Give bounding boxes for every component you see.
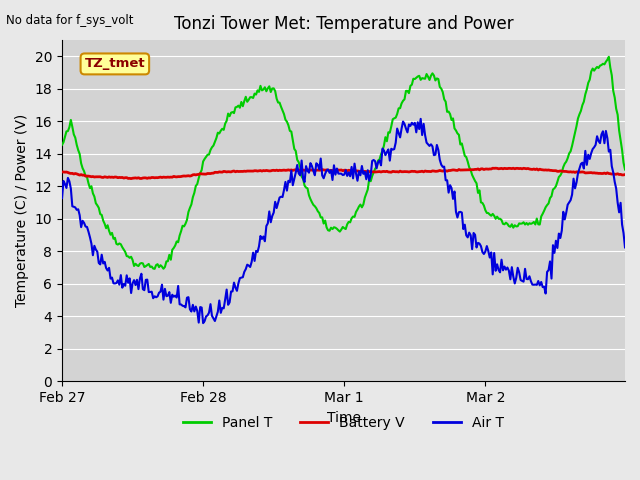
Air T — [95, 260, 102, 266]
Text: No data for f_sys_volt: No data for f_sys_volt — [6, 14, 134, 27]
Battery V — [58, 169, 66, 175]
Line: Panel T: Panel T — [62, 57, 625, 269]
Battery V — [349, 168, 357, 173]
Panel T — [461, 153, 468, 159]
Air T — [621, 244, 629, 250]
Panel T — [95, 205, 102, 211]
Battery V — [620, 172, 627, 178]
Y-axis label: Temperature (C) / Power (V): Temperature (C) / Power (V) — [15, 114, 29, 307]
Battery V — [546, 168, 554, 173]
Panel T — [349, 214, 357, 219]
Air T — [58, 195, 66, 201]
Battery V — [77, 172, 85, 178]
Air T — [546, 259, 554, 264]
Battery V — [127, 176, 135, 181]
Legend: Panel T, Battery V, Air T: Panel T, Battery V, Air T — [178, 411, 509, 436]
Air T — [620, 230, 627, 236]
Air T — [463, 232, 470, 238]
Air T — [349, 176, 357, 181]
Panel T — [77, 160, 85, 166]
Panel T — [545, 201, 552, 206]
Text: TZ_tmet: TZ_tmet — [84, 58, 145, 71]
Panel T — [620, 160, 627, 166]
Title: Tonzi Tower Met: Temperature and Power: Tonzi Tower Met: Temperature and Power — [173, 15, 513, 33]
Panel T — [151, 266, 159, 272]
Air T — [199, 320, 207, 326]
Battery V — [621, 172, 629, 178]
Air T — [417, 116, 424, 122]
Panel T — [58, 142, 66, 148]
Battery V — [95, 174, 102, 180]
Panel T — [621, 167, 629, 172]
Panel T — [605, 54, 612, 60]
Line: Battery V: Battery V — [62, 168, 625, 179]
Battery V — [461, 167, 468, 173]
Battery V — [492, 165, 499, 171]
X-axis label: Time: Time — [326, 411, 360, 425]
Line: Air T: Air T — [62, 119, 625, 323]
Air T — [77, 224, 85, 230]
